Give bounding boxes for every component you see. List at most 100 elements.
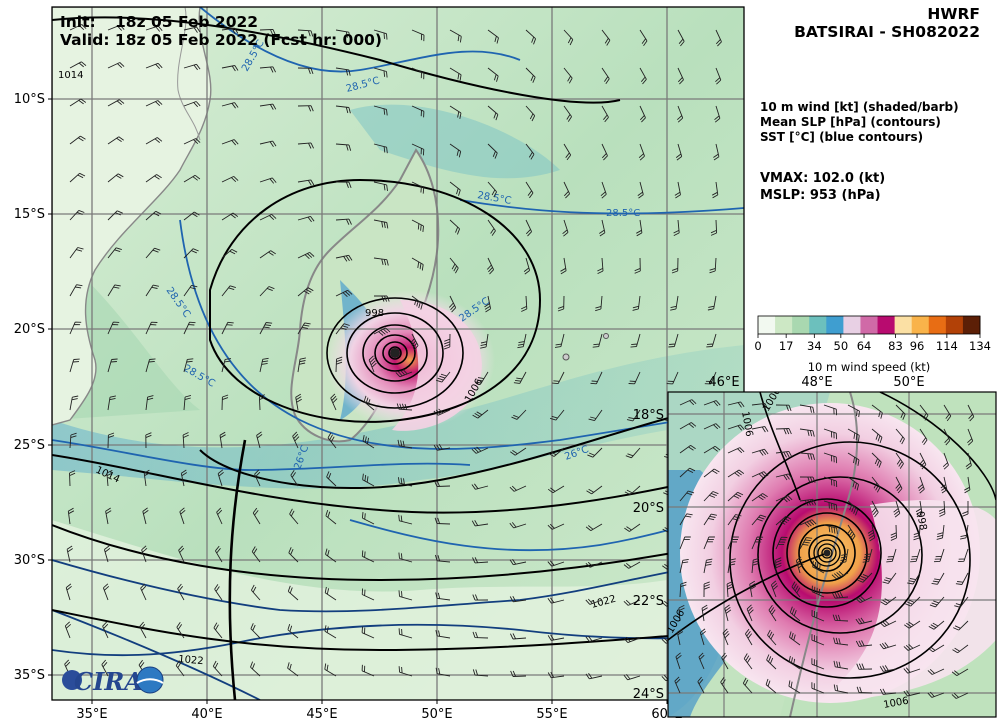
wind-barb	[586, 485, 603, 495]
wind-barb	[212, 660, 223, 677]
wind-barb	[221, 175, 239, 183]
wind-barb	[679, 558, 689, 574]
wind-barb	[297, 29, 314, 37]
wind-barb	[563, 143, 572, 161]
wind-barb	[69, 470, 76, 487]
wind-barb	[812, 560, 825, 574]
wind-barb	[910, 548, 921, 563]
colorbar-segment	[911, 316, 930, 334]
wind-barb	[411, 105, 425, 118]
wind-barb	[107, 321, 120, 335]
wind-barb	[724, 604, 732, 622]
wind-barb	[288, 547, 299, 563]
colorbar-tick-label: 17	[779, 339, 794, 353]
wind-barb	[639, 105, 646, 123]
wind-barb	[221, 212, 239, 221]
wind-barb	[106, 469, 113, 487]
wind-barb	[751, 493, 768, 502]
wind-barb	[509, 595, 527, 603]
wind-barb	[327, 432, 337, 449]
africa-coast-detail	[177, 7, 201, 141]
wind-barb	[525, 219, 533, 237]
wind-barb	[679, 490, 695, 502]
wind-barb	[373, 29, 388, 40]
wind-barb	[297, 322, 311, 335]
wind-barb	[548, 447, 565, 457]
inset-lon-labels: 46°E 48°E 50°E	[708, 375, 924, 390]
wind-barb	[449, 219, 461, 235]
wind-barb	[435, 630, 451, 639]
wind-barb	[325, 548, 337, 563]
wind-barb	[789, 606, 801, 622]
wind-barb	[183, 211, 200, 221]
wind-barb	[411, 181, 425, 194]
wind-barb	[373, 219, 389, 229]
wind-barb	[335, 323, 350, 335]
wind-barb	[297, 142, 315, 149]
wind-barb	[679, 513, 693, 526]
colorbar-segment	[877, 316, 896, 334]
wind-barb	[727, 536, 739, 550]
wind-barb	[213, 622, 223, 639]
wind-barb	[588, 409, 603, 422]
wind-barb	[905, 596, 921, 607]
wind-barb	[638, 143, 645, 161]
wind-barb	[374, 295, 390, 302]
wind-barb	[953, 620, 969, 631]
wind-barb	[706, 333, 717, 348]
wind-barb	[141, 545, 148, 563]
wind-barb	[107, 99, 125, 107]
wind-barb	[927, 691, 945, 698]
wind-barb	[715, 29, 722, 47]
wind-barb	[788, 655, 801, 670]
wind-barb	[903, 643, 921, 651]
inset-lat-label: 22°S	[633, 594, 664, 609]
wind-barb	[554, 333, 565, 348]
wind-barb	[962, 501, 969, 517]
wind-barb	[727, 424, 745, 431]
colorbar-tick-label: 134	[969, 339, 991, 353]
wind-barb	[862, 548, 873, 563]
wind-barb	[668, 333, 679, 348]
wind-barb	[183, 394, 192, 411]
slp-label: 998	[365, 308, 384, 319]
wind-barb	[64, 621, 71, 639]
wind-barb	[295, 393, 302, 411]
wind-barb	[472, 594, 489, 601]
inset-map-frame	[667, 391, 997, 718]
cira-logo-text: CIRA	[74, 667, 143, 696]
cira-logo: CIRA	[62, 666, 164, 696]
wind-barb	[839, 548, 849, 564]
wind-barb	[811, 609, 825, 622]
wind-barb	[727, 447, 745, 454]
wind-barb	[846, 524, 856, 542]
wind-barb	[67, 507, 75, 525]
wind-barbs	[64, 24, 722, 682]
wind-barb	[510, 447, 527, 456]
wind-barb	[679, 536, 691, 550]
inset-lat-labels: 18°S 20°S 22°S 24°S	[633, 408, 664, 702]
wind-barb	[703, 491, 719, 502]
wind-barb	[831, 591, 849, 599]
wind-barb	[907, 572, 921, 585]
colorbar: 0 17 34 50 64 83 96 114 134 10 m wind speed (kt)	[754, 315, 991, 374]
colorbar-segment	[809, 316, 827, 334]
wind-barb	[967, 428, 974, 446]
wind-barb	[547, 597, 565, 604]
wind-barb	[563, 105, 572, 122]
lon-label: 35°E	[76, 707, 107, 722]
wind-barb	[746, 604, 754, 622]
wind-barb	[471, 520, 489, 527]
wind-barb	[679, 399, 697, 406]
wind-barb	[335, 105, 351, 114]
wind-barb	[398, 590, 413, 601]
wind-barb	[411, 143, 425, 156]
wind-barb	[472, 557, 489, 564]
wind-barb	[362, 473, 375, 487]
wind-barb	[107, 284, 121, 297]
wind-barb	[259, 28, 276, 36]
inset-lon-label: 48°E	[801, 375, 832, 390]
legend-line-sst: SST [°C] (blue contours)	[760, 130, 923, 144]
wind-barb	[142, 507, 149, 525]
lat-label: 15°S	[14, 207, 45, 222]
